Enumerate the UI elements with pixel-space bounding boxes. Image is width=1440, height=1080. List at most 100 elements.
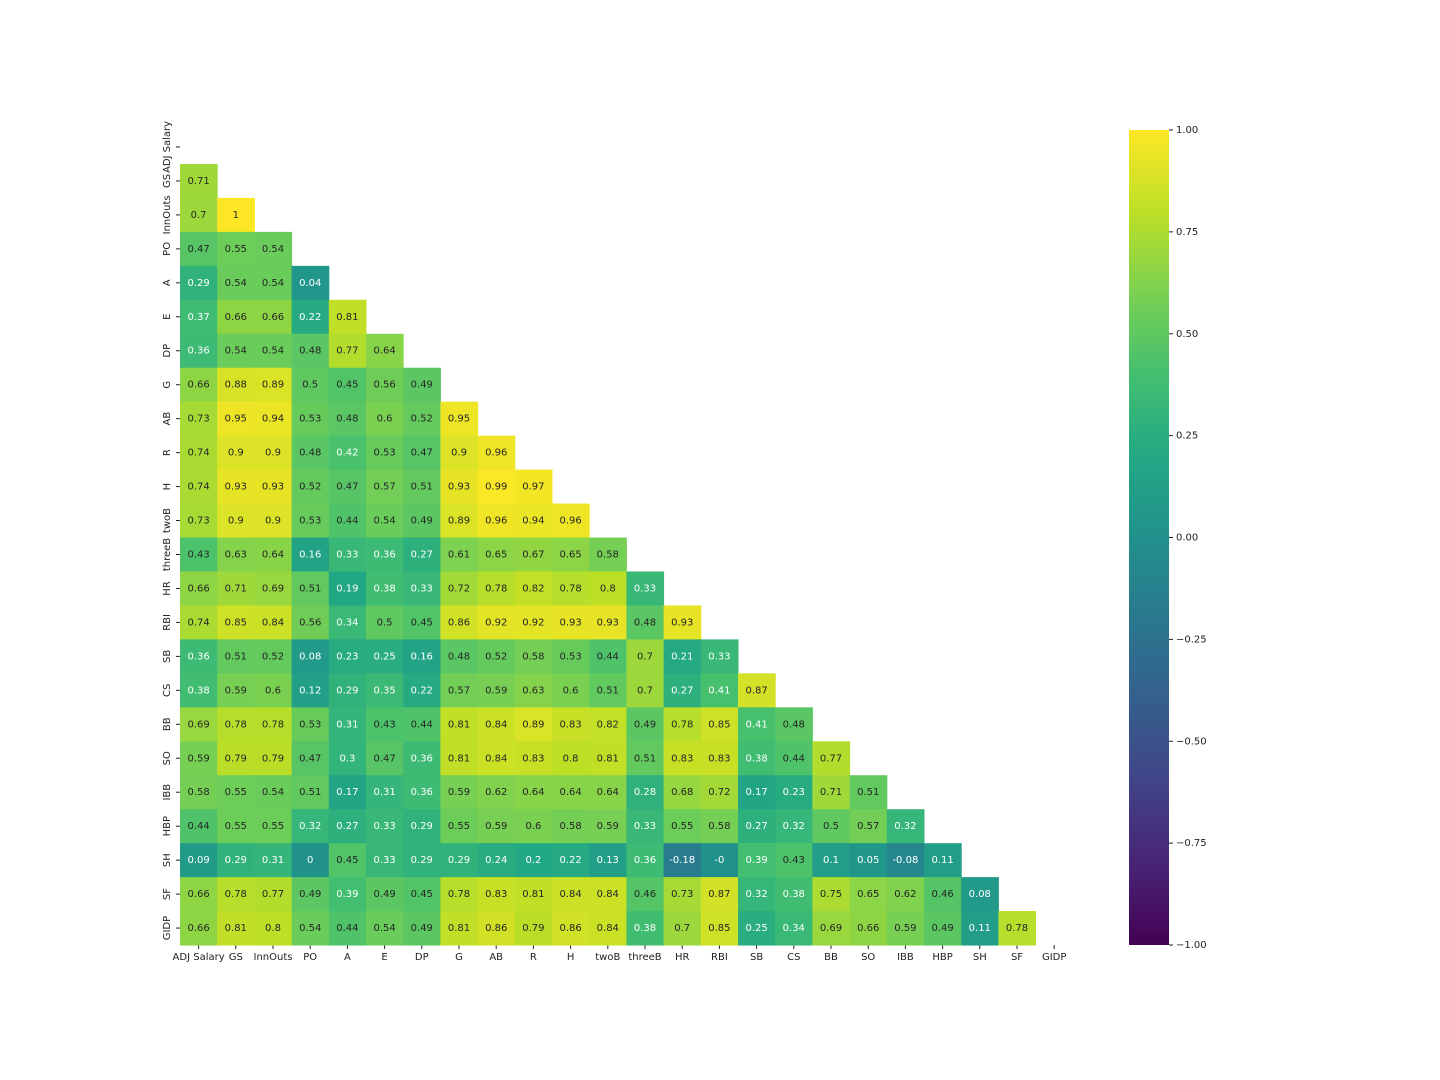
y-tick-label: twoB [162,508,173,533]
cell-label: 0.65 [485,550,507,561]
cell-label: 0.32 [894,821,916,832]
heatmap-cell [663,741,702,776]
heatmap-cell [440,775,479,810]
x-tick-label: GS [229,952,243,963]
heatmap-cell [514,605,553,640]
heatmap-cell [589,911,627,946]
cell-label: -0.08 [892,855,918,866]
cell-label: 0.41 [708,685,730,696]
cell-label: 0.96 [485,448,507,459]
heatmap-cell [552,809,590,844]
heatmap-cell [291,809,330,844]
cell-label: 0.04 [299,278,321,289]
cell-label: 0.65 [559,550,581,561]
cell-label: 0.9 [228,448,244,459]
heatmap-cell [440,741,479,776]
cell-label: 0.7 [674,923,690,934]
cell-label: 0.53 [559,651,581,662]
cell-label: 0.68 [671,787,693,798]
heatmap-cell [514,673,553,708]
cell-label: 0.32 [783,821,805,832]
cell-label: 0.38 [745,753,767,764]
heatmap-cell [180,673,218,708]
heatmap-cell [626,673,665,708]
heatmap-cell [514,911,553,946]
colorbar-tick-label: 0.25 [1176,431,1198,442]
heatmap-cell [366,673,404,708]
heatmap-cell [738,673,776,708]
heatmap-cell [254,877,293,912]
heatmap-cell [328,605,367,640]
cell-label: 0.54 [373,516,395,527]
y-tick-label: HR [162,581,173,596]
y-tick-label: E [162,314,173,320]
cell-label: 0.78 [225,889,247,900]
heatmap-cell [217,367,255,403]
heatmap-cell [440,605,479,640]
heatmap-cell [217,843,255,878]
heatmap-cell [440,809,479,844]
colorbar-tick-label: 0.00 [1176,533,1198,544]
cell-label: 0.13 [597,855,619,866]
heatmap-cell [552,741,590,776]
cell-label: 0.56 [373,380,395,391]
cell-label: 0.78 [262,719,284,730]
heatmap-cell [366,367,404,403]
cell-label: 0.31 [373,787,395,798]
heatmap-cell [254,911,293,946]
heatmap-cell [217,197,255,233]
heatmap-cell [180,333,218,369]
heatmap-cell [440,673,479,708]
heatmap-cell [403,537,441,572]
heatmap-cell [254,639,293,674]
cell-label: 0.83 [522,753,544,764]
y-tick-label: InnOuts [162,195,173,234]
heatmap-cell [180,299,218,335]
heatmap-cell [217,673,255,708]
heatmap-cell [440,537,479,572]
cell-label: 0.81 [225,923,247,934]
cell-label: 0.39 [336,889,358,900]
cell-label: 0.41 [745,719,767,730]
y-tick-label: H [162,483,173,491]
cell-label: 0.32 [299,821,321,832]
heatmap-cell [552,571,590,606]
colorbar-tick-label: −0.25 [1176,634,1207,645]
heatmap-cell [328,843,367,878]
cell-label: 0.2 [525,855,541,866]
heatmap-cell [291,707,330,742]
heatmap-cell [589,843,627,878]
cell-label: 0.51 [225,651,247,662]
cell-label: 0.82 [522,583,544,594]
cell-label: 0.09 [187,855,209,866]
cell-label: 0.36 [187,346,209,357]
cell-label: 0.34 [783,923,805,934]
heatmap-cell [366,537,404,572]
heatmap-cell [254,333,293,369]
colorbar [1129,130,1169,945]
cell-label: 0.71 [820,787,842,798]
heatmap-cell [328,809,367,844]
cell-label: 0.36 [411,787,433,798]
cell-label: 0.34 [336,617,358,628]
heatmap-cell [254,673,293,708]
cell-label: 0.6 [377,414,393,425]
heatmap-cell [477,741,516,776]
heatmap-cell [180,367,218,403]
heatmap-cell [440,571,479,606]
cell-label: 0.6 [265,685,281,696]
heatmap-cell [180,469,218,505]
x-tick-label: SO [861,952,875,963]
cell-label: 0.79 [262,753,284,764]
heatmap-cell [217,741,255,776]
heatmap-cell [366,741,404,776]
heatmap-cell [217,299,255,335]
cell-label: 0.59 [894,923,916,934]
x-tick-label: CS [787,952,800,963]
x-tick-label: IBB [897,952,914,963]
heatmap-cell [700,639,739,674]
heatmap-cell [552,673,590,708]
x-tick-label: PO [303,952,317,963]
cell-label: 0.25 [373,651,395,662]
cell-label: 0.78 [225,719,247,730]
